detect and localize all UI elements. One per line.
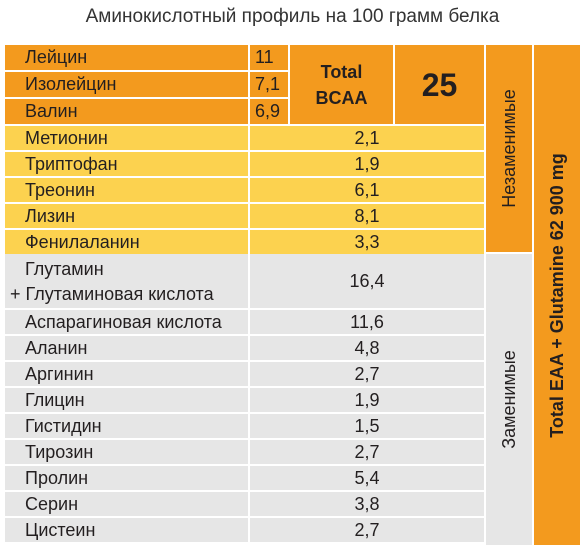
amino-name-valine: Валин [5,99,248,124]
amino-name: Аспарагиновая кислота [5,310,248,334]
amino-value: 4,8 [250,336,484,360]
total-bcaa-label-line2: BCAA [315,87,368,108]
amino-value: 1,9 [250,388,484,412]
amino-value: 8,1 [250,204,484,228]
amino-value: 2,7 [250,440,484,464]
amino-name: Аргинин [5,362,248,386]
amino-name: Аланин [5,336,248,360]
essential-group-label: Незаменимые [486,45,532,252]
total-bcaa-label: Total BCAA [290,45,393,124]
table-title: Аминокислотный профиль на 100 грамм белк… [85,6,500,27]
amino-value: 5,4 [250,466,484,490]
amino-value-valine: 6,9 [250,99,288,124]
amino-value: 1,9 [250,152,484,176]
amino-value: 11,6 [250,310,484,334]
amino-name: Лизин [5,204,248,228]
amino-name-isoleucine: Изолейцин [5,72,248,97]
nonessential-group-label: Заменимые [486,254,532,545]
amino-name: Метионин [5,126,248,150]
amino-value-leucine: 11 [250,45,288,70]
amino-value: 3,3 [250,230,484,254]
amino-name: Триптофан [5,152,248,176]
amino-value: 2,7 [250,362,484,386]
amino-value: 2,1 [250,126,484,150]
amino-name: Фенилаланин [5,230,248,254]
amino-name: Гистидин [5,414,248,438]
amino-name: Серин [5,492,248,516]
amino-name-line1: Глутамин [25,259,104,279]
amino-name-leucine: Лейцин [5,45,248,70]
amino-name: Цистеин [5,518,248,542]
amino-value: 6,1 [250,178,484,202]
amino-value: 16,4 [250,254,484,308]
amino-name: Глицин [5,388,248,412]
amino-name: Тирозин [5,440,248,464]
total-bcaa-value: 25 [395,45,484,124]
amino-value-isoleucine: 7,1 [250,72,288,97]
total-eaa-label: Total EAA + Glutamine 62 900 mg [534,45,580,545]
amino-value: 2,7 [250,518,484,542]
amino-name: Треонин [5,178,248,202]
amino-name: Глутамин + Глутаминовая кислота [5,254,248,308]
amino-name-line2: + Глутаминовая кислота [10,284,214,304]
amino-value: 3,8 [250,492,484,516]
amino-name: Пролин [5,466,248,490]
total-bcaa-label-line1: Total [320,61,363,82]
amino-value: 1,5 [250,414,484,438]
